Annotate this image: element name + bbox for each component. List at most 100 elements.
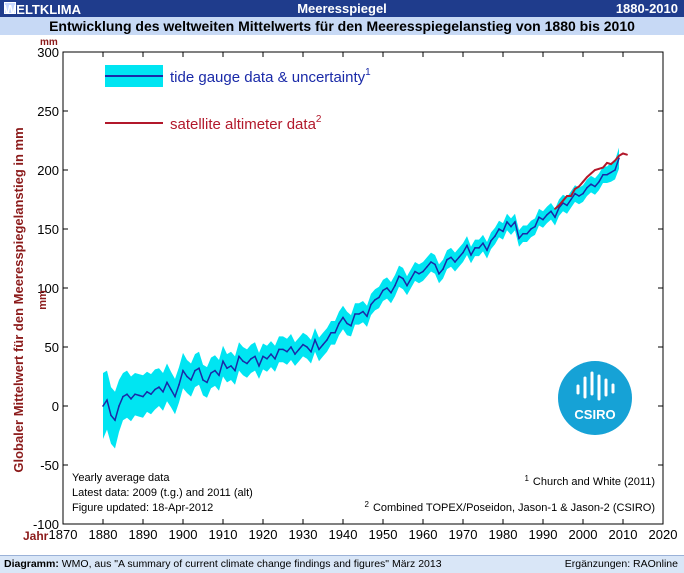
y-tick-label: 250 (37, 104, 59, 119)
x-tick-label: 1950 (369, 527, 398, 542)
y-tick-label: 150 (37, 222, 59, 237)
tide-gauge-point (594, 185, 596, 188)
tide-gauge-point (238, 355, 240, 358)
tide-gauge-point (422, 270, 424, 273)
tide-gauge-point (138, 394, 140, 397)
tide-gauge-point (210, 372, 212, 374)
x-tick-label: 1900 (169, 527, 198, 542)
tide-gauge-point (538, 216, 540, 218)
tide-gauge-point (534, 225, 536, 228)
tide-gauge-point (338, 322, 340, 325)
page-subtitle: Entwicklung des weltweiten Mittelwerts f… (0, 17, 684, 35)
y-tick-label: 300 (37, 45, 59, 60)
x-tick-label: 1910 (209, 527, 238, 542)
satellite-point (594, 169, 596, 171)
satellite-point (610, 163, 612, 166)
tide-gauge-point (230, 365, 232, 367)
tide-gauge-point (438, 273, 440, 275)
y-axis-unit-side: mm (37, 290, 49, 310)
tide-gauge-point (134, 393, 136, 396)
notes-right: 1 Church and White (2011) 2 Combined TOPEX… (364, 474, 655, 514)
tide-gauge-point (150, 393, 152, 396)
note-latest: Latest data: 2009 (t.g.) and 2011 (alt) (72, 487, 253, 499)
tide-gauge-point (582, 192, 584, 195)
y-tick-label: -50 (40, 458, 59, 473)
tide-gauge-point (482, 242, 484, 244)
tide-gauge-point (282, 348, 284, 351)
tide-gauge-point (550, 210, 552, 213)
tide-gauge-point (602, 173, 604, 176)
note-church-white: 1 Church and White (2011) (524, 474, 655, 488)
topic-title: Meeresspiegel (297, 1, 387, 16)
y-axis-label: Globaler Mittelwert für den Meeresspiege… (11, 127, 26, 472)
note-topex: 2 Combined TOPEX/Poseidon, Jason-1 & Jaso… (364, 500, 655, 514)
x-tick-label: 1930 (289, 527, 318, 542)
tide-gauge-point (170, 388, 172, 391)
tide-gauge-point (182, 369, 184, 372)
satellite-point (574, 188, 576, 190)
legend-satellite-label: satellite altimeter data2 (170, 114, 322, 133)
tide-gauge-point (246, 362, 248, 365)
x-tick-label: 1970 (449, 527, 478, 542)
tide-gauge-point (234, 369, 236, 372)
tide-gauge-point (122, 395, 124, 398)
tide-gauge-line (102, 157, 620, 422)
notes-left: Yearly average data Latest data: 2009 (t… (72, 472, 253, 514)
tide-gauge-point (166, 381, 168, 384)
satellite-point (590, 172, 592, 175)
satellite-point (578, 185, 580, 188)
tide-gauge-point (590, 183, 592, 185)
tide-gauge-point (498, 228, 500, 230)
satellite-point (570, 195, 572, 197)
tide-gauge-point (566, 204, 568, 207)
satellite-point (554, 208, 556, 210)
tide-gauge-point (442, 268, 444, 270)
tide-gauge-point (466, 244, 468, 247)
tide-gauge-point (366, 315, 368, 318)
tide-gauge-point (130, 398, 132, 400)
tide-gauge-point (458, 256, 460, 259)
year-range: 1880-2010 (615, 1, 678, 16)
tide-gauge-point (258, 365, 260, 367)
tide-gauge-point (554, 216, 556, 218)
tide-gauge-point (518, 237, 520, 240)
tide-gauge-point (270, 353, 272, 355)
tide-gauge-point (250, 358, 252, 360)
tide-gauge-point (158, 386, 160, 388)
tide-gauge-point (598, 181, 600, 183)
tide-gauge-point (342, 316, 344, 319)
x-tick-label: 1980 (489, 527, 518, 542)
tide-gauge-point (430, 261, 432, 263)
tide-gauge-point (402, 277, 404, 280)
tide-gauge-point (262, 355, 264, 358)
tide-gauge-point (474, 247, 476, 249)
tide-gauge-point (426, 266, 428, 268)
tide-gauge-point (346, 322, 348, 325)
tide-gauge-point (330, 332, 332, 334)
tide-gauge-point (318, 348, 320, 351)
tide-gauge-point (398, 275, 400, 277)
tide-gauge-point (266, 358, 268, 360)
tide-gauge-point (578, 195, 580, 197)
tide-gauge-point (494, 235, 496, 237)
tide-gauge-point (486, 249, 488, 251)
tide-gauge-point (530, 228, 532, 230)
tide-gauge-point (190, 379, 192, 381)
tide-gauge-point (334, 332, 336, 334)
tide-gauge-point (102, 405, 104, 407)
tide-gauge-point (450, 256, 452, 259)
tide-gauge-point (350, 325, 352, 327)
tide-gauge-point (202, 379, 204, 381)
tide-gauge-point (406, 284, 408, 287)
tide-gauge-point (354, 313, 356, 315)
y-tick-label: 200 (37, 163, 59, 178)
tide-gauge-point (322, 343, 324, 346)
plot-frame (62, 51, 664, 525)
x-tick-label: 2010 (609, 527, 638, 542)
top-banner: Meeresspiegel WELTKLIMA 1880-2010 (0, 0, 684, 17)
tide-gauge-point (606, 173, 608, 176)
x-tick-label: 2020 (649, 527, 678, 542)
tide-gauge-point (214, 369, 216, 372)
x-unit: Jahr (23, 529, 49, 543)
tide-gauge-point (206, 381, 208, 384)
